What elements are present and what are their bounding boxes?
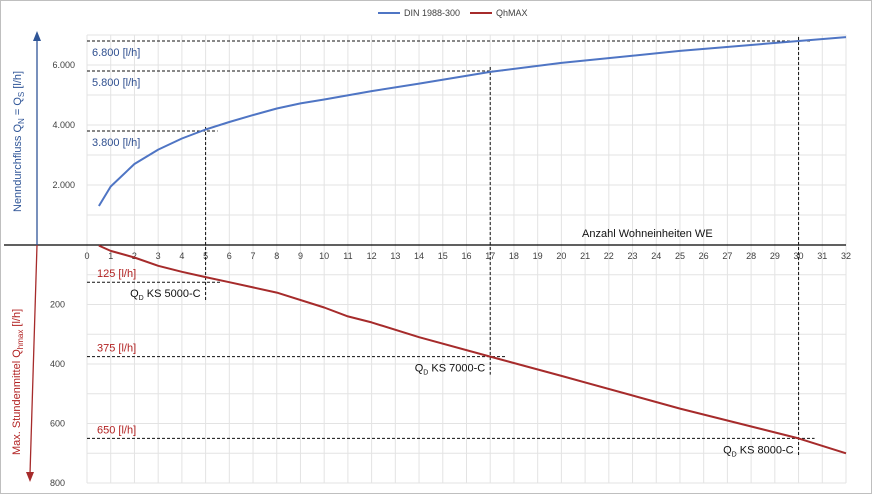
upper-y-title-part: = Q bbox=[12, 97, 24, 119]
x-tick-label: 26 bbox=[699, 251, 709, 261]
lower-y-axis-title: Max. Stundenmittel Qhmax [l/h] bbox=[11, 309, 25, 455]
upper-y-title-sub: N bbox=[17, 118, 26, 124]
x-tick-label: 16 bbox=[461, 251, 471, 261]
qd-label-rest: KS 5000-C bbox=[144, 288, 201, 300]
upper-y-tick-label: 4.000 bbox=[52, 120, 75, 130]
x-tick-label: 20 bbox=[556, 251, 566, 261]
annotations: 3.800 [l/h] 5.800 [l/h] 6.800 [l/h] 125 [l/… bbox=[92, 47, 794, 458]
upper-y-tick-label: 6.000 bbox=[52, 60, 75, 70]
x-tick-label: 7 bbox=[251, 251, 256, 261]
qd-label-prefix: Q bbox=[130, 288, 139, 300]
gridlines bbox=[86, 34, 847, 484]
upper-value-label: 6.800 [l/h] bbox=[92, 47, 140, 59]
x-tick-label: 23 bbox=[628, 251, 638, 261]
upper-value-label: 3.800 [l/h] bbox=[92, 137, 140, 149]
qd-label-sub: D bbox=[139, 295, 144, 302]
x-tick-label: 14 bbox=[414, 251, 424, 261]
x-tick-label: 1 bbox=[108, 251, 113, 261]
qd-label-prefix: Q bbox=[723, 444, 732, 456]
lower-y-tick-label: 600 bbox=[50, 419, 65, 429]
qd-label: QD KS 8000-C bbox=[723, 444, 794, 458]
x-tick-label: 30 bbox=[794, 251, 804, 261]
reference-lines bbox=[87, 37, 815, 457]
lower-y-tick-label: 400 bbox=[50, 359, 65, 369]
lower-value-label: 375 [l/h] bbox=[97, 343, 136, 355]
qd-label-rest: KS 7000-C bbox=[428, 363, 485, 375]
upper-y-tick-label: 2.000 bbox=[52, 180, 75, 190]
x-tick-label: 3 bbox=[156, 251, 161, 261]
x-tick-label: 8 bbox=[274, 251, 279, 261]
upper-y-title-sub: S bbox=[17, 92, 26, 97]
x-tick-label: 12 bbox=[367, 251, 377, 261]
x-tick-label: 9 bbox=[298, 251, 303, 261]
x-tick-label: 2 bbox=[132, 251, 137, 261]
lower-y-tick-label: 800 bbox=[50, 478, 65, 488]
tick-labels: 0 1 2 3 4 5 6 7 8 9 10 11 12 13 14 15 16 17 18 19 20 21 22 23 24… bbox=[50, 60, 851, 488]
x-tick-label: 21 bbox=[580, 251, 590, 261]
legend-label-din: DIN 1988-300 bbox=[404, 8, 460, 18]
x-tick-label: 5 bbox=[203, 251, 208, 261]
lower-y-tick-label: 200 bbox=[50, 300, 65, 310]
qd-label-rest: KS 8000-C bbox=[737, 444, 794, 456]
qhmax-line bbox=[98, 244, 847, 455]
qd-label-prefix: Q bbox=[415, 363, 424, 375]
x-tick-label: 4 bbox=[179, 251, 184, 261]
upper-y-title-part: [l/h] bbox=[12, 71, 24, 92]
x-tick-label: 15 bbox=[438, 251, 448, 261]
lower-value-label: 125 [l/h] bbox=[97, 268, 136, 280]
x-tick-label: 25 bbox=[675, 251, 685, 261]
x-tick-label: 10 bbox=[319, 251, 329, 261]
upper-y-title-part: Nenndurchfluss Q bbox=[12, 124, 24, 212]
legend: DIN 1988-300 QhMAX bbox=[378, 8, 528, 18]
legend-label-qhmax: QhMAX bbox=[496, 8, 528, 18]
x-tick-label: 19 bbox=[533, 251, 543, 261]
x-tick-label: 31 bbox=[817, 251, 827, 261]
lower-y-title-part: Max. Stundenmittel Q bbox=[11, 349, 23, 455]
x-tick-label: 17 bbox=[485, 251, 495, 261]
x-tick-label: 29 bbox=[770, 251, 780, 261]
qd-label-sub: D bbox=[732, 451, 737, 458]
qd-label: QD KS 7000-C bbox=[415, 363, 486, 377]
x-tick-label: 32 bbox=[841, 251, 851, 261]
x-tick-label: 24 bbox=[651, 251, 661, 261]
x-tick-label: 0 bbox=[84, 251, 89, 261]
x-tick-label: 13 bbox=[390, 251, 400, 261]
din-1988-300-line bbox=[98, 36, 847, 207]
lower-y-title-sub: hmax bbox=[16, 330, 25, 350]
x-tick-label: 28 bbox=[746, 251, 756, 261]
lower-y-title-part: [l/h] bbox=[11, 309, 23, 330]
lower-value-label: 650 [l/h] bbox=[97, 424, 136, 436]
series-lines bbox=[98, 36, 847, 455]
lower-arrowhead-icon bbox=[26, 472, 34, 482]
qd-label: QD KS 5000-C bbox=[130, 288, 201, 302]
x-tick-label: 18 bbox=[509, 251, 519, 261]
x-tick-label: 11 bbox=[343, 251, 352, 261]
x-tick-label: 6 bbox=[227, 251, 232, 261]
upper-value-label: 5.800 [l/h] bbox=[92, 77, 140, 89]
lower-y-axis-arrow bbox=[29, 244, 38, 475]
x-axis-title: Anzahl Wohneinheiten WE bbox=[582, 228, 713, 240]
x-tick-label: 27 bbox=[722, 251, 732, 261]
upper-arrowhead-icon bbox=[33, 31, 41, 41]
qd-label-sub: D bbox=[423, 370, 428, 377]
x-tick-label: 22 bbox=[604, 251, 614, 261]
upper-y-axis-title: Nenndurchfluss QN = QS [l/h] bbox=[12, 71, 26, 212]
